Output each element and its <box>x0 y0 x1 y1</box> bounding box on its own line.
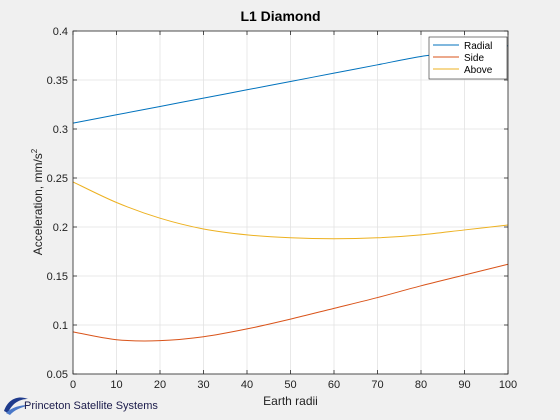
logo-swoosh-icon <box>4 397 30 415</box>
x-tick-label: 70 <box>371 379 383 391</box>
x-tick-label: 0 <box>70 379 76 391</box>
series-line-above <box>72 181 509 240</box>
x-tick-label: 20 <box>154 379 166 391</box>
y-tick-label: 0.4 <box>53 26 68 38</box>
y-axis-label: Acceleration, mm/s2 <box>30 148 45 255</box>
y-axis-label-superscript: 2 <box>30 148 39 153</box>
legend-box <box>428 36 508 80</box>
ticks: 0 10 20 30 40 50 60 70 80 90 100 0.05 0.1 0.15 0.2 0.25… <box>47 26 518 391</box>
legend-label-side: Side <box>464 53 484 64</box>
legend-label-above: Above <box>464 65 493 76</box>
y-tick-label: 0.25 <box>47 173 68 185</box>
x-tick-label: 80 <box>415 379 427 391</box>
series-line-side <box>72 263 509 342</box>
y-tick-label: 0.1 <box>53 320 68 332</box>
x-tick-label: 10 <box>110 379 122 391</box>
company-logo: Princeton Satellite Systems <box>2 393 192 417</box>
y-tick-label: 0.3 <box>53 124 68 136</box>
x-tick-label: 50 <box>284 379 296 391</box>
logo-text: Princeton Satellite Systems <box>24 400 158 412</box>
x-tick-label: 40 <box>241 379 253 391</box>
y-tick-label: 0.2 <box>53 222 68 234</box>
y-tick-label: 0.35 <box>47 75 68 87</box>
legend-label-radial: Radial <box>464 41 492 52</box>
x-tick-label: 60 <box>328 379 340 391</box>
y-tick-label: 0.05 <box>47 369 68 381</box>
y-axis-label-main: Acceleration, mm/s <box>31 153 45 255</box>
x-tick-label: 100 <box>499 379 517 391</box>
y-tick-label: 0.15 <box>47 271 68 283</box>
x-tick-label: 30 <box>197 379 209 391</box>
x-axis-label: Earth radii <box>263 394 318 408</box>
x-tick-label: 90 <box>458 379 470 391</box>
chart-title: L1 Diamond <box>240 8 320 24</box>
